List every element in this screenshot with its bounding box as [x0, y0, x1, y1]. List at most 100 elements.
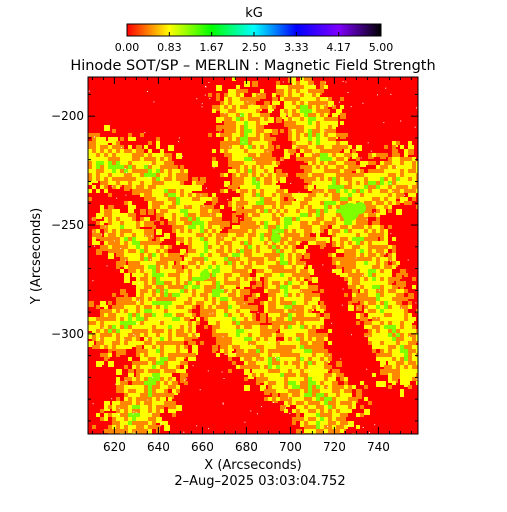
- field-patch: [148, 405, 154, 411]
- field-patch: [168, 221, 172, 225]
- field-patch: [156, 137, 160, 141]
- field-patch: [132, 137, 136, 141]
- noise-pixel: [132, 413, 134, 415]
- field-patch: [380, 369, 386, 375]
- field-patch: [156, 285, 160, 289]
- field-patch: [156, 357, 160, 361]
- field-patch: [284, 373, 288, 377]
- field-patch: [296, 269, 300, 273]
- field-patch: [292, 397, 298, 403]
- field-patch: [320, 309, 324, 313]
- field-patch: [144, 261, 148, 265]
- noise-pixel: [280, 159, 282, 161]
- field-patch: [280, 325, 286, 331]
- field-patch: [384, 337, 388, 341]
- field-patch: [300, 89, 304, 93]
- field-patch: [180, 193, 184, 197]
- field-patch: [252, 277, 256, 281]
- field-patch: [148, 429, 152, 433]
- field-patch: [308, 169, 312, 173]
- field-patch: [288, 249, 292, 253]
- field-patch: [304, 321, 308, 325]
- field-patch: [252, 365, 256, 369]
- field-patch: [300, 229, 306, 235]
- noise-pixel: [219, 131, 221, 133]
- field-patch: [308, 237, 312, 241]
- field-patch: [408, 165, 412, 169]
- field-patch: [356, 257, 360, 261]
- field-patch: [160, 297, 166, 303]
- noise-pixel: [347, 283, 349, 285]
- field-patch: [376, 289, 380, 293]
- field-patch: [352, 149, 356, 153]
- field-patch: [404, 337, 410, 343]
- noise-pixel: [257, 312, 259, 314]
- field-patch: [368, 281, 372, 285]
- colorbar-tick-label: 3.33: [284, 41, 309, 54]
- field-patch: [240, 93, 244, 97]
- field-patch: [128, 325, 134, 331]
- field-patch: [116, 161, 120, 165]
- field-patch: [128, 369, 134, 375]
- field-patch: [296, 193, 300, 197]
- field-patch: [240, 157, 246, 163]
- field-patch: [404, 197, 408, 201]
- field-patch: [256, 229, 262, 235]
- field-patch: [400, 145, 404, 149]
- field-patch: [320, 241, 326, 247]
- field-patch: [176, 309, 180, 313]
- field-patch: [260, 373, 266, 379]
- field-patch: [216, 293, 220, 297]
- field-patch: [396, 345, 402, 351]
- field-patch: [320, 361, 326, 367]
- field-patch: [344, 425, 348, 429]
- field-patch: [92, 153, 98, 159]
- field-patch: [284, 117, 288, 121]
- field-patch: [308, 145, 312, 149]
- field-patch: [332, 177, 336, 181]
- field-patch: [296, 325, 300, 329]
- field-patch: [152, 425, 156, 429]
- field-patch: [268, 337, 272, 341]
- field-patch: [168, 181, 172, 185]
- noise-pixel: [395, 166, 397, 168]
- noise-pixel: [332, 270, 334, 271]
- field-patch: [348, 193, 352, 197]
- noise-pixel: [319, 231, 321, 233]
- field-patch: [416, 173, 418, 177]
- field-patch: [184, 293, 188, 297]
- field-patch: [344, 397, 348, 401]
- field-patch: [124, 225, 128, 229]
- field-patch: [144, 381, 150, 387]
- field-patch: [324, 349, 328, 353]
- field-patch: [148, 177, 152, 181]
- field-patch: [216, 353, 220, 357]
- field-patch: [328, 429, 332, 433]
- field-patch: [308, 409, 312, 413]
- field-patch: [328, 193, 332, 197]
- field-patch: [268, 169, 274, 175]
- field-patch: [152, 405, 156, 409]
- field-patch: [280, 349, 284, 353]
- field-patch: [272, 357, 276, 361]
- field-patch: [248, 269, 252, 273]
- field-patch: [336, 189, 342, 195]
- field-patch: [244, 349, 248, 353]
- field-patch: [296, 101, 302, 107]
- field-patch: [348, 225, 352, 229]
- field-patch: [364, 305, 368, 309]
- field-patch: [224, 305, 230, 311]
- field-patch: [328, 121, 332, 125]
- field-patch: [372, 257, 378, 263]
- field-patch: [284, 281, 290, 287]
- field-patch: [140, 297, 144, 301]
- field-patch: [312, 409, 316, 413]
- field-patch: [132, 417, 136, 421]
- field-patch: [392, 157, 396, 161]
- field-patch: [332, 413, 336, 417]
- noise-pixel: [286, 173, 288, 175]
- field-patch: [284, 397, 290, 403]
- field-patch: [292, 257, 296, 261]
- field-patch: [312, 421, 318, 427]
- field-patch: [240, 181, 244, 185]
